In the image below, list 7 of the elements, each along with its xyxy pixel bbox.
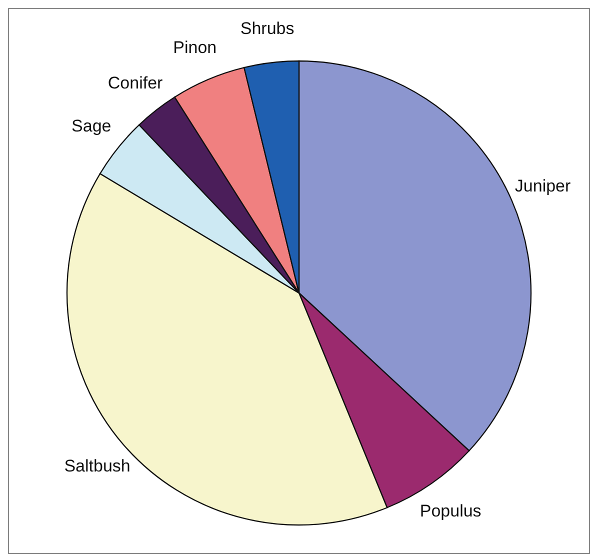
slice-label: Populus xyxy=(420,502,482,521)
slice-label: Shrubs xyxy=(240,18,294,38)
slice-label: Sage xyxy=(72,116,112,136)
slice-label: Conifer xyxy=(108,73,164,92)
slice-label: Pinon xyxy=(173,38,217,58)
slice-label: Juniper xyxy=(514,176,571,196)
slice-label: Saltbush xyxy=(64,456,130,476)
